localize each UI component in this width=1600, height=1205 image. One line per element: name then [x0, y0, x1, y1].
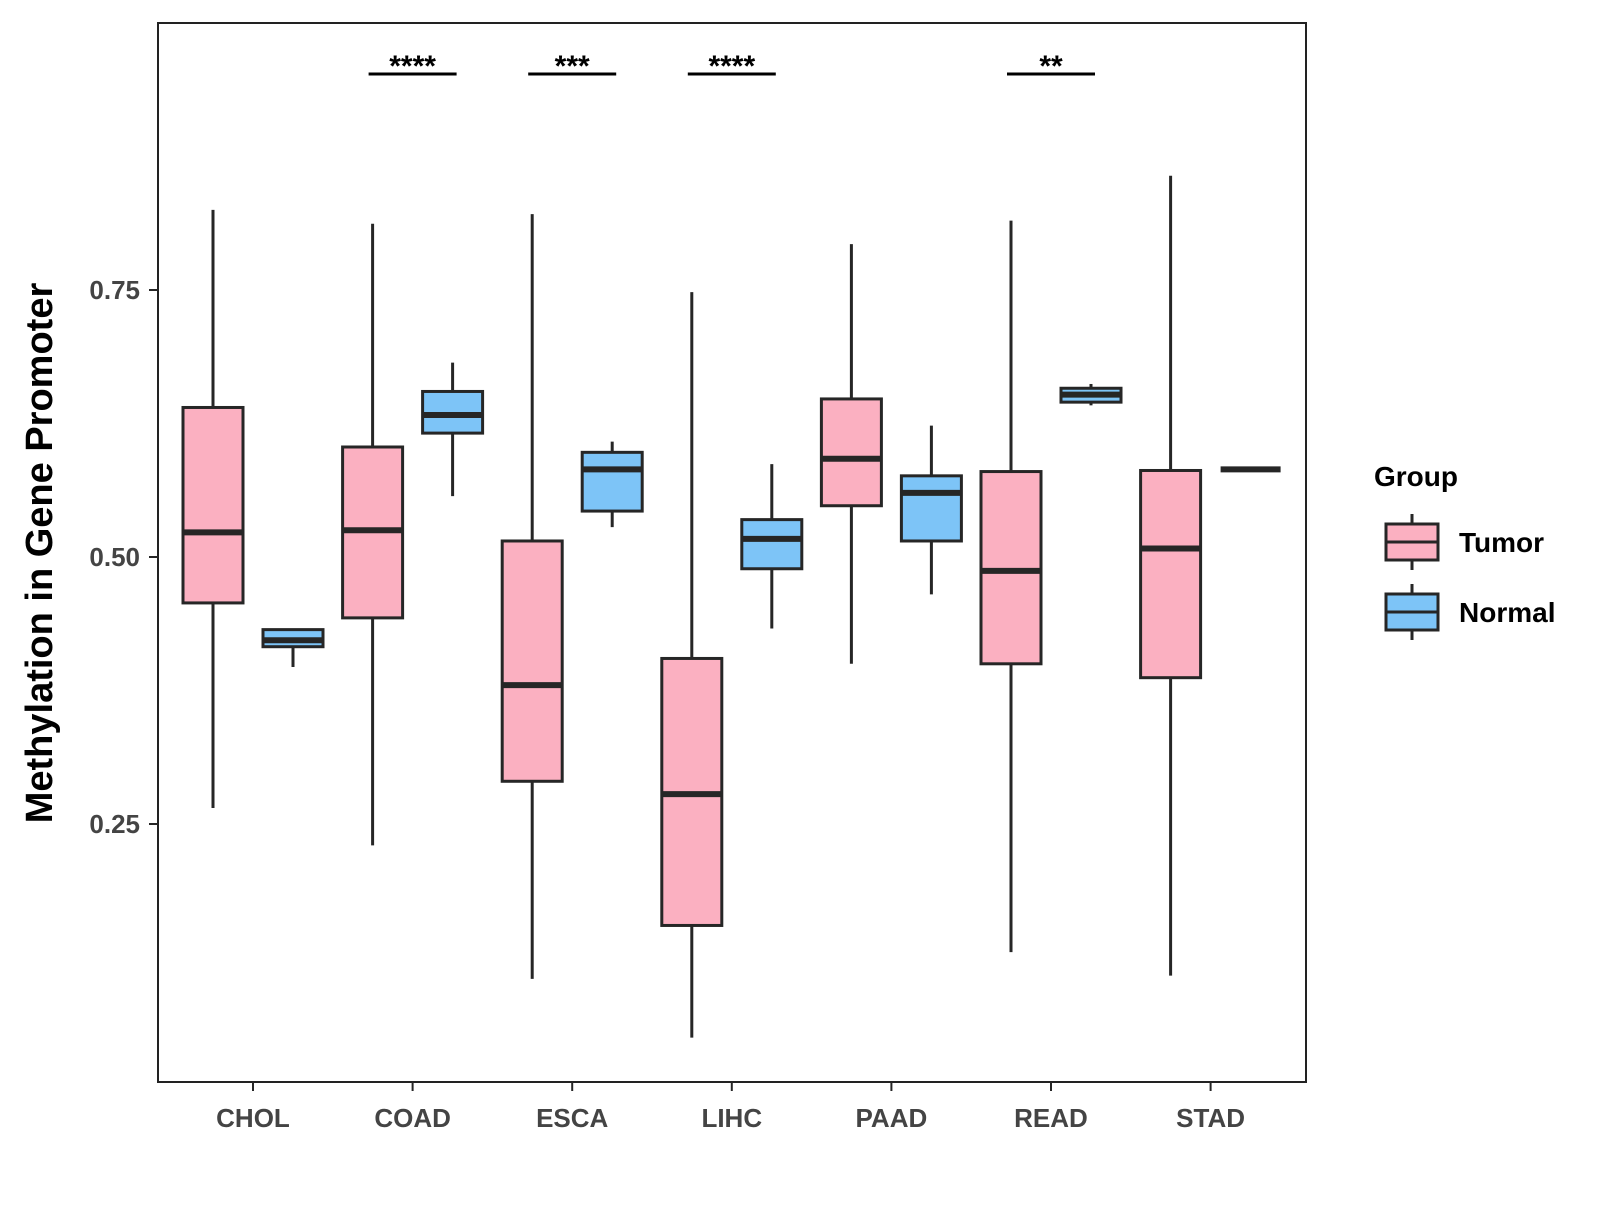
- box-tumor-chol: [181, 405, 245, 605]
- box-normal-lihc: [740, 518, 804, 571]
- y-tick-label: 0.75: [89, 275, 140, 305]
- legend: Group: [1374, 461, 1458, 492]
- significance-label: ****: [389, 50, 436, 83]
- plot-panel-border: [157, 22, 1307, 1083]
- y-axis-title: Methylation in Gene Promoter: [19, 283, 61, 824]
- significance-label: ***: [555, 50, 590, 83]
- x-tick-label: ESCA: [536, 1103, 608, 1133]
- y-tick-label: 0.25: [89, 809, 140, 839]
- box-tumor-paad: [819, 397, 883, 508]
- x-tick-label: READ: [1014, 1103, 1088, 1133]
- box-tumor-read: [979, 470, 1043, 666]
- box-normal-esca: [580, 450, 644, 513]
- significance-label: ****: [708, 50, 755, 83]
- significance-label: **: [1039, 50, 1063, 83]
- x-tick-label: CHOL: [216, 1103, 290, 1133]
- legend-title: Group: [1374, 461, 1458, 492]
- legend-label-tumor: Tumor: [1459, 527, 1544, 558]
- y-tick-label: 0.50: [89, 542, 140, 572]
- box-tumor-esca: [500, 539, 564, 783]
- x-tick-label: STAD: [1176, 1103, 1245, 1133]
- x-tick-label: COAD: [374, 1103, 451, 1133]
- box-normal-paad: [899, 474, 963, 543]
- x-tick-label: PAAD: [856, 1103, 928, 1133]
- legend-label-normal: Normal: [1459, 597, 1555, 628]
- x-tick-label: LIHC: [701, 1103, 762, 1133]
- box-tumor-stad: [1139, 468, 1203, 680]
